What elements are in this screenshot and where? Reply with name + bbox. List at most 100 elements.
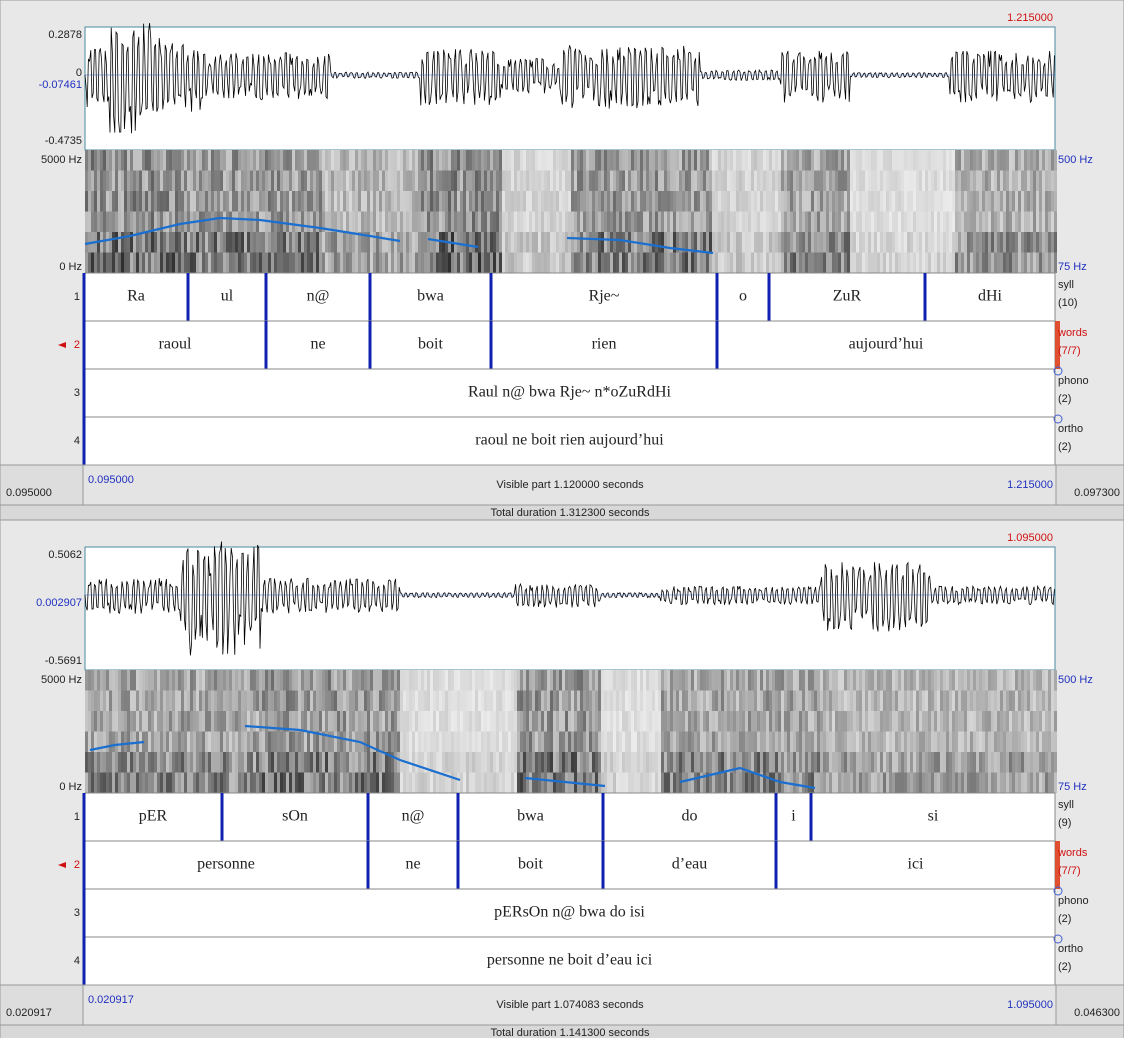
spectrogram-cell [856,690,859,711]
spectrogram-cell [337,670,340,691]
spectrogram-cell [346,170,349,191]
spectrogram-cell [361,690,364,711]
spectrogram-cell [742,772,745,793]
spectrogram-cell [817,670,820,691]
spectrogram-cell [703,150,706,171]
spectrogram-cell [172,752,175,773]
spectrogram-cell [424,690,427,711]
spectrogram-cell [238,711,241,732]
spectrogram-cell [232,772,235,793]
spectrogram-cell [985,232,988,253]
spectrogram-cell [466,731,469,752]
spectrogram-cell [718,191,721,212]
spectrogram-cell [916,211,919,232]
spectrogram-cell [832,711,835,732]
spectrogram-cell [499,752,502,773]
spectrogram-cell [958,731,961,752]
spectrogram-cell [880,150,883,171]
spectrogram-cell [913,252,916,273]
spectrogram-cell [730,150,733,171]
spectrogram-cell [910,252,913,273]
spectrogram-cell [745,690,748,711]
spectrogram-cell [235,211,238,232]
spectrogram-cell [751,670,754,691]
spectrogram-cell [589,232,592,253]
spectrogram-cell [433,690,436,711]
spectrogram-cell [868,211,871,232]
spectrogram-cell [610,772,613,793]
spectrogram-cell [220,731,223,752]
spectrogram-cell [88,731,91,752]
spectrogram-cell [499,670,502,691]
spectrogram-cell [919,150,922,171]
spectrogram-cell [415,170,418,191]
spectrogram-cell [706,731,709,752]
spectrogram-cell [919,690,922,711]
spectrogram-cell [238,150,241,171]
spectrogram-cell [460,232,463,253]
spectrogram-cell [520,211,523,232]
spectrogram-cell [358,670,361,691]
spectrogram-cell [985,731,988,752]
spectrogram-cell [1018,670,1021,691]
spectrogram-cell [772,252,775,273]
spectrogram-cell [805,191,808,212]
spectrogram-cell [787,232,790,253]
spectrogram-cell [979,731,982,752]
spectrogram-cell [1054,170,1057,191]
spectrogram-cell [832,232,835,253]
spectrogram-cell [268,690,271,711]
spectrogram-cell [325,772,328,793]
spectrogram-cell [853,252,856,273]
spectrogram-cell [301,711,304,732]
spectrogram-cell [595,170,598,191]
spectrogram-cell [961,711,964,732]
spectrogram-cell [604,211,607,232]
spectrogram-cell [967,772,970,793]
spectrogram-cell [664,211,667,232]
spectrogram-cell [925,731,928,752]
spectrogram-cell [544,211,547,232]
spectrogram-cell [547,191,550,212]
spectrogram-cell [91,670,94,691]
spectrogram-cell [898,690,901,711]
spectrogram-cell [442,150,445,171]
spectrogram-cell [316,232,319,253]
spectrogram-cell [109,211,112,232]
spectrogram-cell [649,170,652,191]
spectrogram-cell [460,170,463,191]
spectrogram-cell [364,690,367,711]
spectrogram-cell [679,670,682,691]
spectrogram-cell [427,252,430,273]
spectrogram-cell [118,170,121,191]
spectrogram-cell [604,191,607,212]
spectrogram-cell [760,711,763,732]
spectrogram-cell [919,170,922,191]
spectrogram-cell [115,150,118,171]
spectrogram-cell [358,232,361,253]
spectrogram-cell [742,731,745,752]
spectrogram-cell [319,690,322,711]
spectrogram-cell [832,731,835,752]
spectrogram-cell [184,170,187,191]
spectrogram-cell [256,252,259,273]
spectrogram-cell [157,170,160,191]
spectrogram-cell [583,670,586,691]
spectrogram-cell [778,752,781,773]
spectrogram-cell [415,232,418,253]
spectrogram-cell [445,690,448,711]
spectrogram-cell [916,191,919,212]
spectrogram-cell [793,772,796,793]
spectrogram-cell [1000,211,1003,232]
spectrogram-cell [397,670,400,691]
spectrogram-cell [580,752,583,773]
spectrogram-cell [778,191,781,212]
spectrogram-cell [982,150,985,171]
spectrogram-cell [880,690,883,711]
interval-label: pERsOn n@ bwa do isi [494,904,645,921]
spectrogram-cell [589,211,592,232]
spectrogram-cell [256,752,259,773]
spectrogram-cell [760,170,763,191]
spectrogram-cell [376,711,379,732]
